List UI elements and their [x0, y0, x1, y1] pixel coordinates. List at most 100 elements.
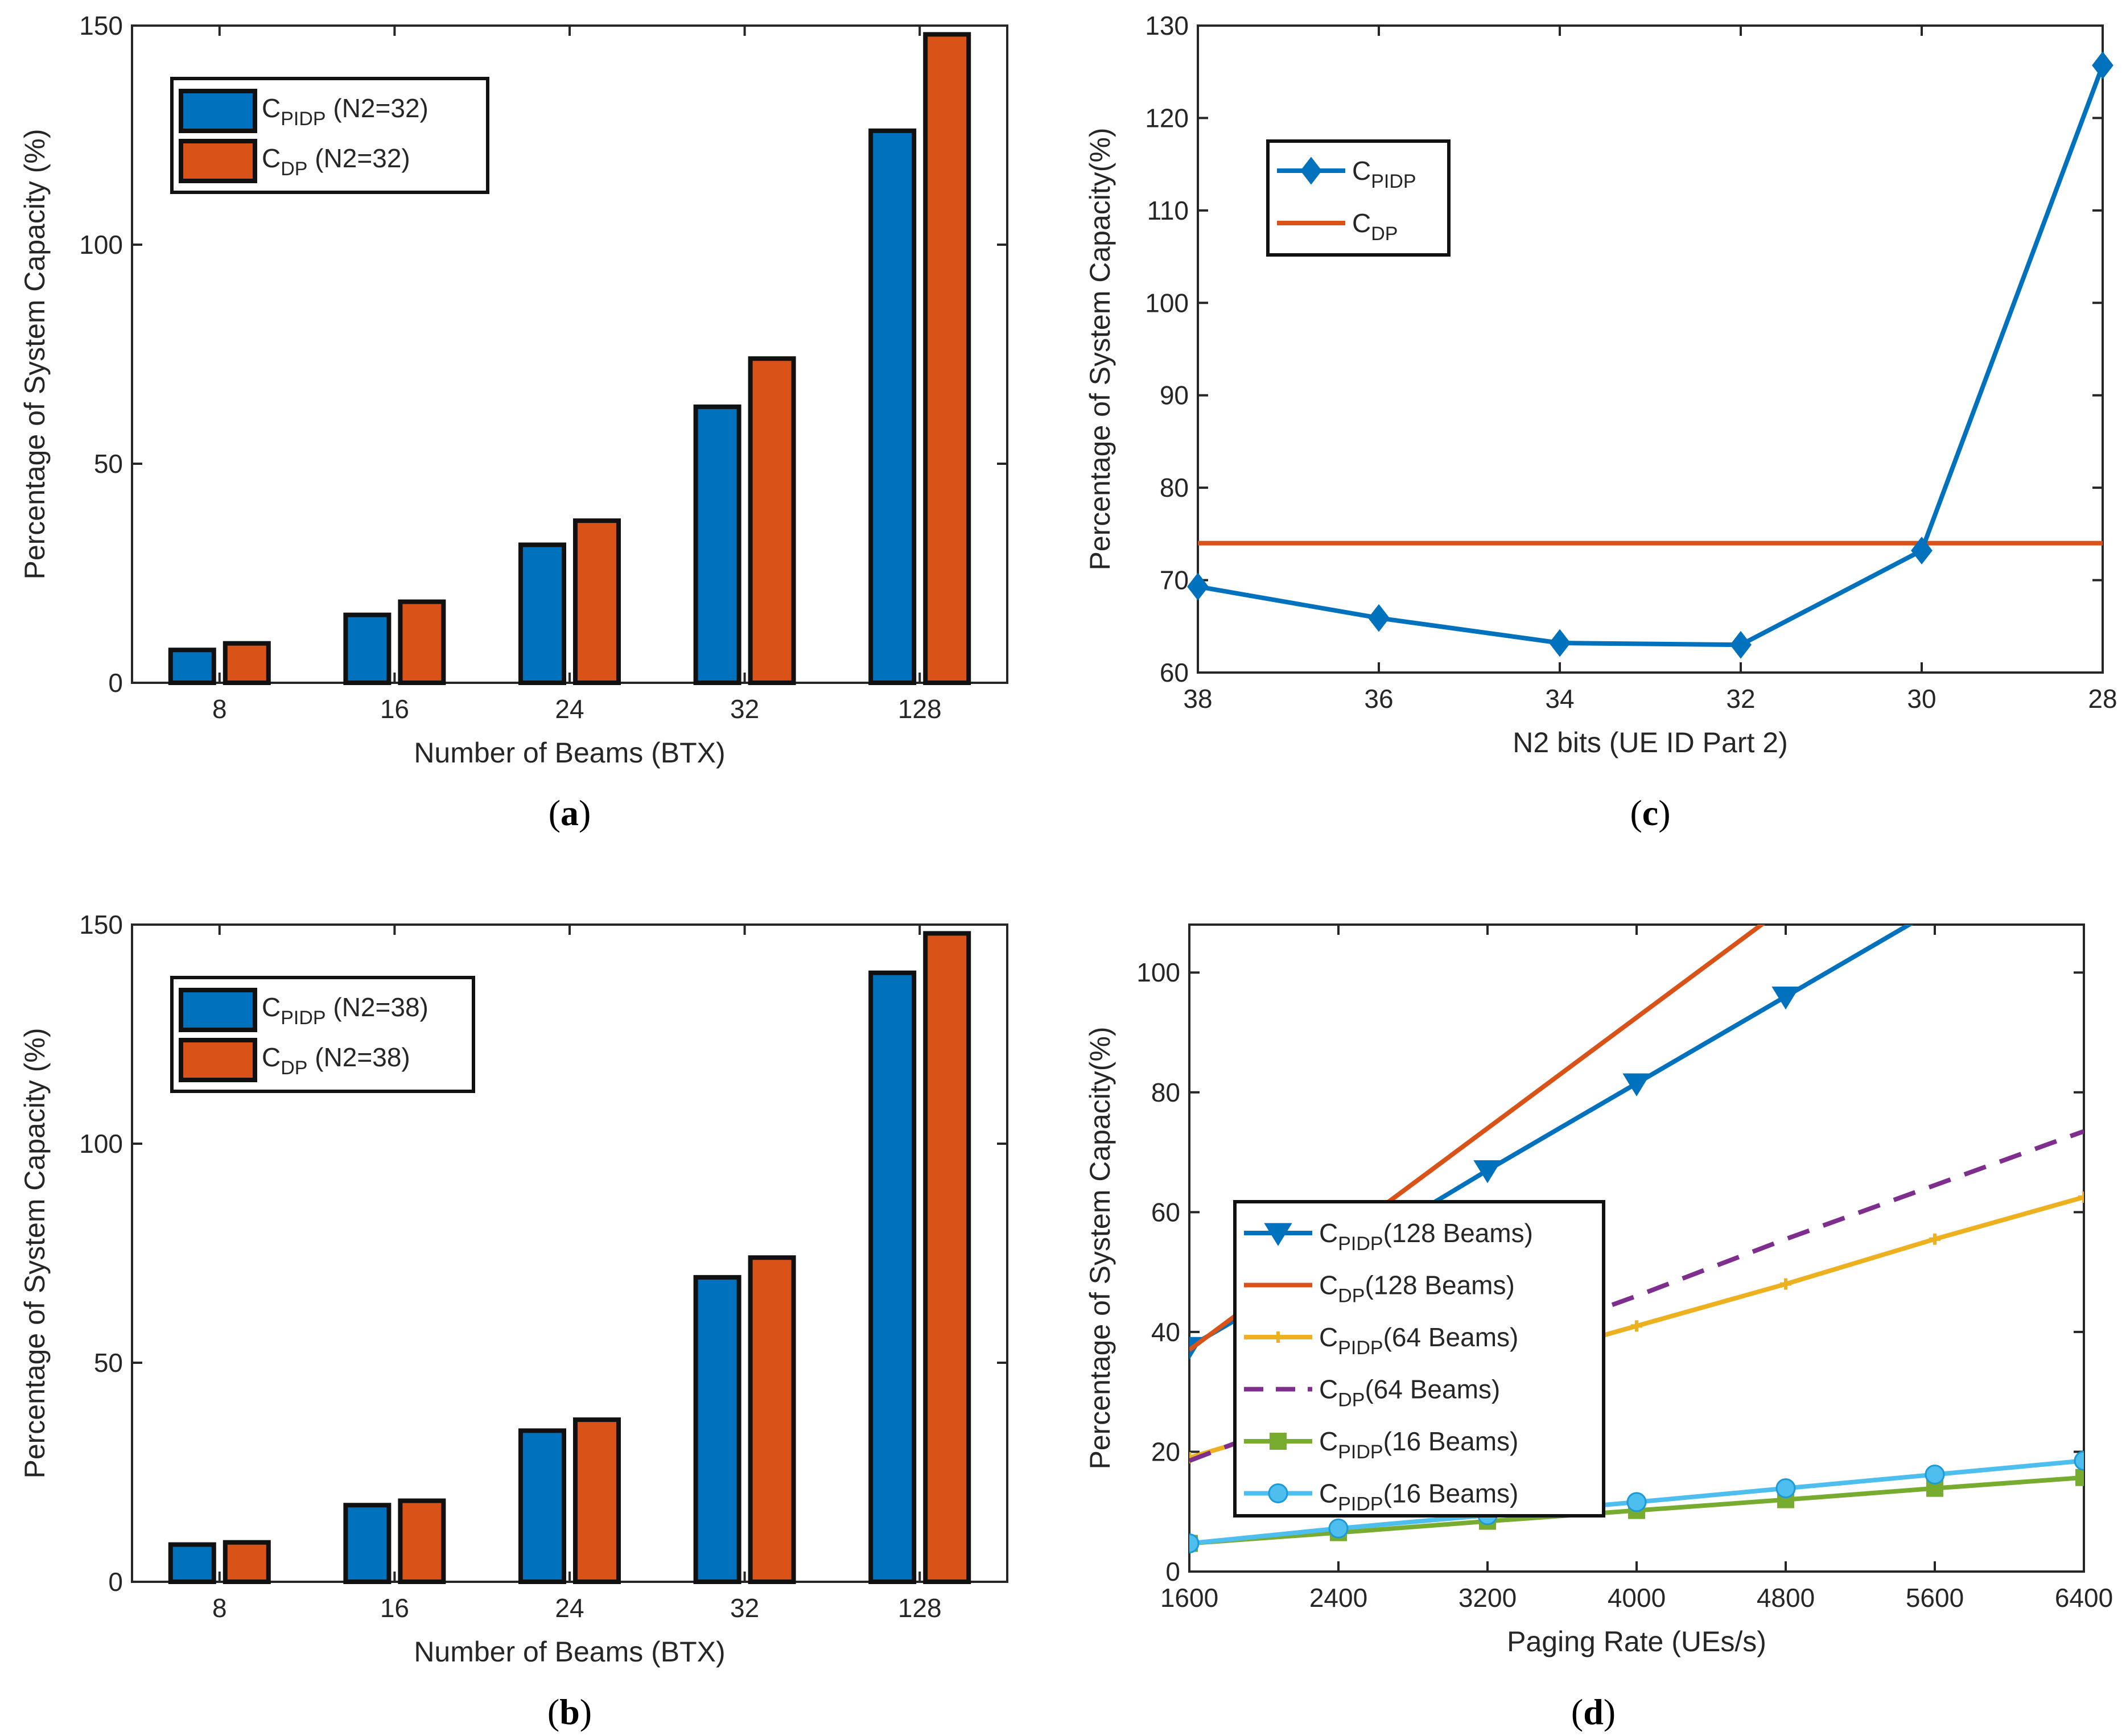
legend-suffix: (64 Beams)	[1365, 1375, 1500, 1404]
data-point-0-3200	[1473, 1160, 1502, 1184]
legend-subscript: PIDP	[1371, 171, 1416, 192]
legend-symbol: C	[1319, 1322, 1338, 1352]
y-tick-label: 60	[1160, 658, 1189, 687]
legend-subscript: PIDP	[1338, 1494, 1383, 1515]
legend-entry: CPIDP (N2=38)	[262, 992, 429, 1029]
data-point-5-2400	[1328, 1518, 1349, 1539]
y-tick-label: 70	[1160, 566, 1189, 595]
legend-swatch	[179, 139, 257, 183]
caption-close: )	[1658, 793, 1670, 833]
caption-open: (	[547, 1692, 559, 1732]
legend-subscript: DP	[281, 1057, 307, 1079]
y-tick-label: 50	[94, 449, 123, 479]
caption-open: (	[549, 793, 561, 833]
x-tick-label: 36	[1364, 684, 1393, 714]
x-axis-label: Number of Beams (BTX)	[414, 737, 725, 769]
bar-pidp-24	[518, 1428, 566, 1585]
bar-dp-32	[748, 1255, 796, 1584]
legend-suffix: (64 Beams)	[1383, 1322, 1519, 1352]
x-tick-label: 32	[730, 1593, 759, 1623]
x-tick-label: 38	[1183, 684, 1212, 714]
legend-suffix: (128 Beams)	[1383, 1218, 1533, 1248]
legend-marker	[1264, 1223, 1292, 1246]
legend-subscript: DP	[281, 158, 307, 180]
data-point-5-4800	[1775, 1478, 1796, 1499]
x-tick-label: 128	[898, 694, 942, 724]
data-point-pidp-30	[1911, 537, 1933, 565]
x-tick-label: 8	[212, 694, 227, 724]
x-tick-label: 34	[1545, 684, 1574, 714]
bar-dp-24	[573, 1417, 621, 1585]
x-tick-label: 4800	[1757, 1583, 1815, 1613]
y-axis-label: Percentage of System Capacity (%)	[19, 1028, 51, 1479]
y-tick-label: 40	[1151, 1317, 1180, 1347]
caption-letter: a	[561, 793, 579, 833]
legend-swatch	[179, 1038, 257, 1082]
data-point-4-6400	[2075, 1469, 2084, 1486]
y-tick-label: 80	[1151, 1078, 1180, 1107]
caption-close: )	[1604, 1692, 1616, 1732]
panel-caption: (b)	[547, 1692, 592, 1732]
y-tick-label: 100	[79, 230, 123, 259]
y-tick-label: 60	[1151, 1197, 1180, 1227]
data-point-2-6400	[2078, 1191, 2084, 1203]
legend-box	[1233, 1200, 1605, 1518]
legend-entry: CPIDP(128 Beams)	[1319, 1218, 1533, 1255]
legend: CPIDP(128 Beams)CDP(128 Beams)CPIDP(64 B…	[1233, 1200, 1605, 1518]
legend-subscript: PIDP	[1338, 1441, 1383, 1463]
legend-swatch	[179, 988, 257, 1032]
bar-pidp-8	[168, 1542, 216, 1585]
legend-symbol: C	[1319, 1426, 1338, 1456]
panel-caption: (c)	[1630, 793, 1670, 833]
x-tick-label: 2400	[1309, 1583, 1367, 1613]
legend: CPIDP (N2=38) CDP (N2=38)	[170, 976, 475, 1093]
data-point-2-5600	[1929, 1233, 1940, 1245]
y-tick-label: 50	[94, 1348, 123, 1378]
data-point-pidp-32	[1730, 630, 1752, 659]
legend-symbol: C	[262, 143, 281, 173]
bar-dp-24	[573, 518, 621, 685]
data-point-2-4800	[1780, 1278, 1791, 1290]
caption-letter: d	[1583, 1692, 1604, 1732]
data-point-5-1600	[1189, 1533, 1200, 1554]
legend-entry: CPIDP	[1352, 156, 1416, 192]
data-point-4-5600	[1926, 1479, 1943, 1497]
legend-entry: CDP (N2=38)	[262, 1042, 410, 1079]
bar-dp-128	[923, 32, 971, 685]
y-axis-label: Percentage of System Capacity (%)	[19, 129, 51, 580]
y-tick-label: 0	[1165, 1557, 1180, 1586]
legend-suffix: (N2=38)	[326, 992, 429, 1022]
y-tick-label: 100	[79, 1129, 123, 1158]
data-point-pidp-28	[2092, 51, 2113, 80]
legend-suffix: (N2=38)	[307, 1042, 410, 1072]
x-tick-label: 1600	[1160, 1583, 1218, 1613]
legend-entry: CDP	[1352, 208, 1398, 245]
legend-symbol: C	[1319, 1479, 1338, 1508]
y-tick-label: 150	[79, 910, 123, 939]
data-point-0-6400	[2071, 814, 2096, 834]
data-point-pidp-34	[1549, 629, 1571, 657]
legend-entry: CPIDP(16 Beams)	[1319, 1426, 1518, 1463]
bar-dp-16	[398, 599, 446, 686]
y-tick-label: 130	[1145, 11, 1189, 40]
y-tick-label: 100	[1136, 958, 1180, 987]
caption-close: )	[580, 1692, 592, 1732]
legend-entry: CPIDP(16 Beams)	[1319, 1479, 1518, 1515]
series-line-pidp	[1197, 64, 2105, 648]
legend-swatch	[179, 89, 257, 133]
legend-symbol: C	[1319, 1375, 1338, 1404]
legend-marker	[1272, 1331, 1284, 1343]
bar-pidp-8	[168, 648, 216, 685]
legend-marker	[1268, 1483, 1288, 1503]
legend-suffix: (16 Beams)	[1383, 1479, 1519, 1508]
data-point-5-6400	[2074, 1450, 2084, 1471]
x-tick-label: 128	[898, 1593, 942, 1623]
y-axis-label: Percentage of System Capacity(%)	[1084, 127, 1116, 570]
data-point-0-4000	[1622, 1073, 1651, 1096]
legend-symbol: C	[262, 1042, 281, 1072]
x-tick-label: 4000	[1608, 1583, 1666, 1613]
legend-box	[1266, 139, 1451, 257]
